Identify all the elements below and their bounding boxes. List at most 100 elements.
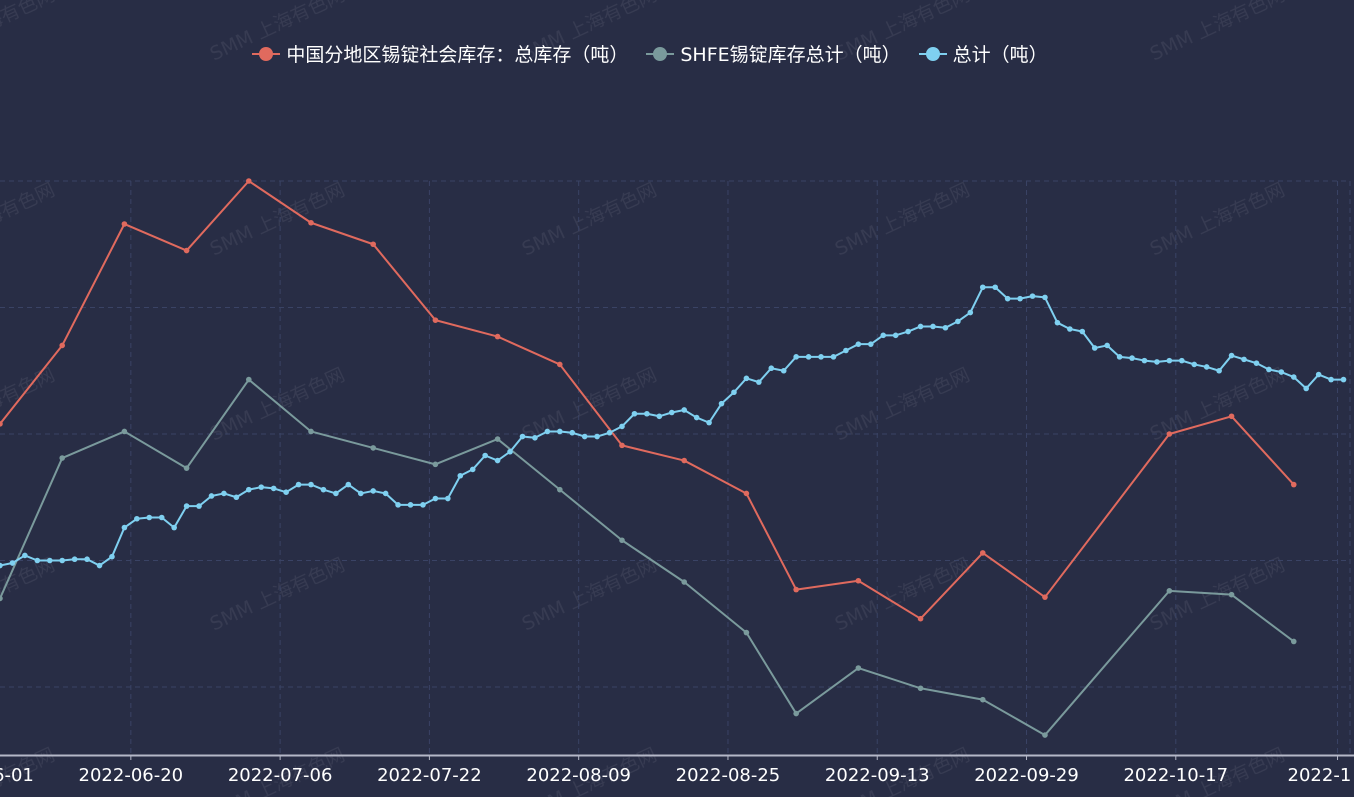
data-point [979,696,986,703]
data-point [357,490,364,497]
data-point [494,333,501,340]
data-point [1141,357,1148,364]
data-point [295,481,302,488]
data-point [855,341,862,347]
legend-item-china-social-inventory[interactable]: 中国分地区锡锭社会库存：总库存（吨） [252,40,628,67]
data-point [9,560,16,566]
data-point [557,361,563,368]
data-point [1278,369,1285,375]
data-point [631,410,638,417]
data-point [1290,638,1297,645]
watermark: SMM 上海有色网 [207,179,349,261]
data-point [482,452,488,459]
data-point [979,550,986,556]
data-point [1017,295,1023,302]
legend-item-shfe-inventory[interactable]: SHFE锡锭库存总计（吨） [646,40,901,67]
data-point [1315,371,1322,378]
data-point [283,489,289,495]
data-point [46,557,53,564]
watermark: SMM 上海有色网 [832,554,974,636]
data-point [34,557,41,564]
data-point [445,495,451,502]
data-point [606,429,613,436]
data-point [494,457,501,464]
data-point [668,409,675,416]
data-point [233,494,240,501]
data-point [1004,295,1011,302]
data-point [121,428,128,435]
legend-item-total[interactable]: 总计（吨） [918,40,1048,67]
data-point [942,324,949,331]
data-point [1241,356,1247,363]
legend-label: 中国分地区锡锭社会库存：总库存（吨） [286,44,629,66]
data-point [0,421,3,427]
data-point [557,428,563,435]
data-point [892,332,899,339]
data-point [756,379,762,385]
series-1 [0,376,1297,738]
data-point [681,407,687,413]
data-point [1203,364,1210,370]
data-point [1340,376,1347,383]
data-point [1191,361,1198,368]
data-point [519,433,526,440]
data-point [370,488,377,494]
x-tick-label: 2022-09-13 [825,765,930,786]
data-point [246,376,252,383]
data-point [979,284,986,291]
data-point [432,317,439,323]
data-point [818,354,824,360]
series-2 [0,284,1347,569]
data-point [183,465,190,471]
data-point [109,553,115,560]
data-point [333,490,339,497]
x-tick-label: 2022-07-22 [377,765,482,786]
data-point [59,455,65,461]
data-point [0,562,3,569]
data-point [370,445,377,451]
data-point [743,629,750,636]
data-point [96,562,103,569]
watermark: SMM 上海有色网 [0,554,58,636]
x-tick-label: 2022-08-25 [676,765,781,786]
data-point [1166,588,1173,594]
data-point [395,502,401,508]
data-point [59,557,65,564]
legend: 中国分地区锡锭社会库存：总库存（吨） SHFE锡锭库存总计（吨） 总计（吨） [0,40,1300,67]
x-tick-label: 2022-06-20 [79,765,184,786]
data-point [208,493,215,499]
watermark: SMM 上海有色网 [832,364,974,446]
data-point [507,448,513,455]
data-point [1042,294,1048,301]
data-point [532,434,538,441]
data-point [619,423,625,430]
data-point [196,503,202,509]
data-point [768,365,775,372]
x-axis: 2022-06-01 2022-06-20 2022-07-06 2022-07-22… [0,754,1354,786]
watermark: SMM 上海有色网 [519,179,661,261]
data-point [1228,352,1235,359]
data-point [469,466,476,473]
data-point [258,484,265,490]
data-point [992,284,998,291]
series-line [0,378,1295,737]
data-point [1328,376,1334,383]
data-point [1228,413,1235,420]
data-point [84,556,90,563]
data-point [1253,360,1260,366]
data-point [967,309,974,316]
legend-marker-icon [252,46,281,61]
data-point [246,486,252,493]
data-point [221,490,227,497]
data-point [171,524,177,531]
data-point [917,685,924,692]
data-point [183,503,190,509]
data-point [793,354,799,360]
data-point [930,323,936,330]
data-point [743,375,750,382]
watermark: SMM 上海有色网 [0,364,58,446]
data-point [780,367,787,374]
data-point [544,428,551,435]
data-point [917,323,924,330]
